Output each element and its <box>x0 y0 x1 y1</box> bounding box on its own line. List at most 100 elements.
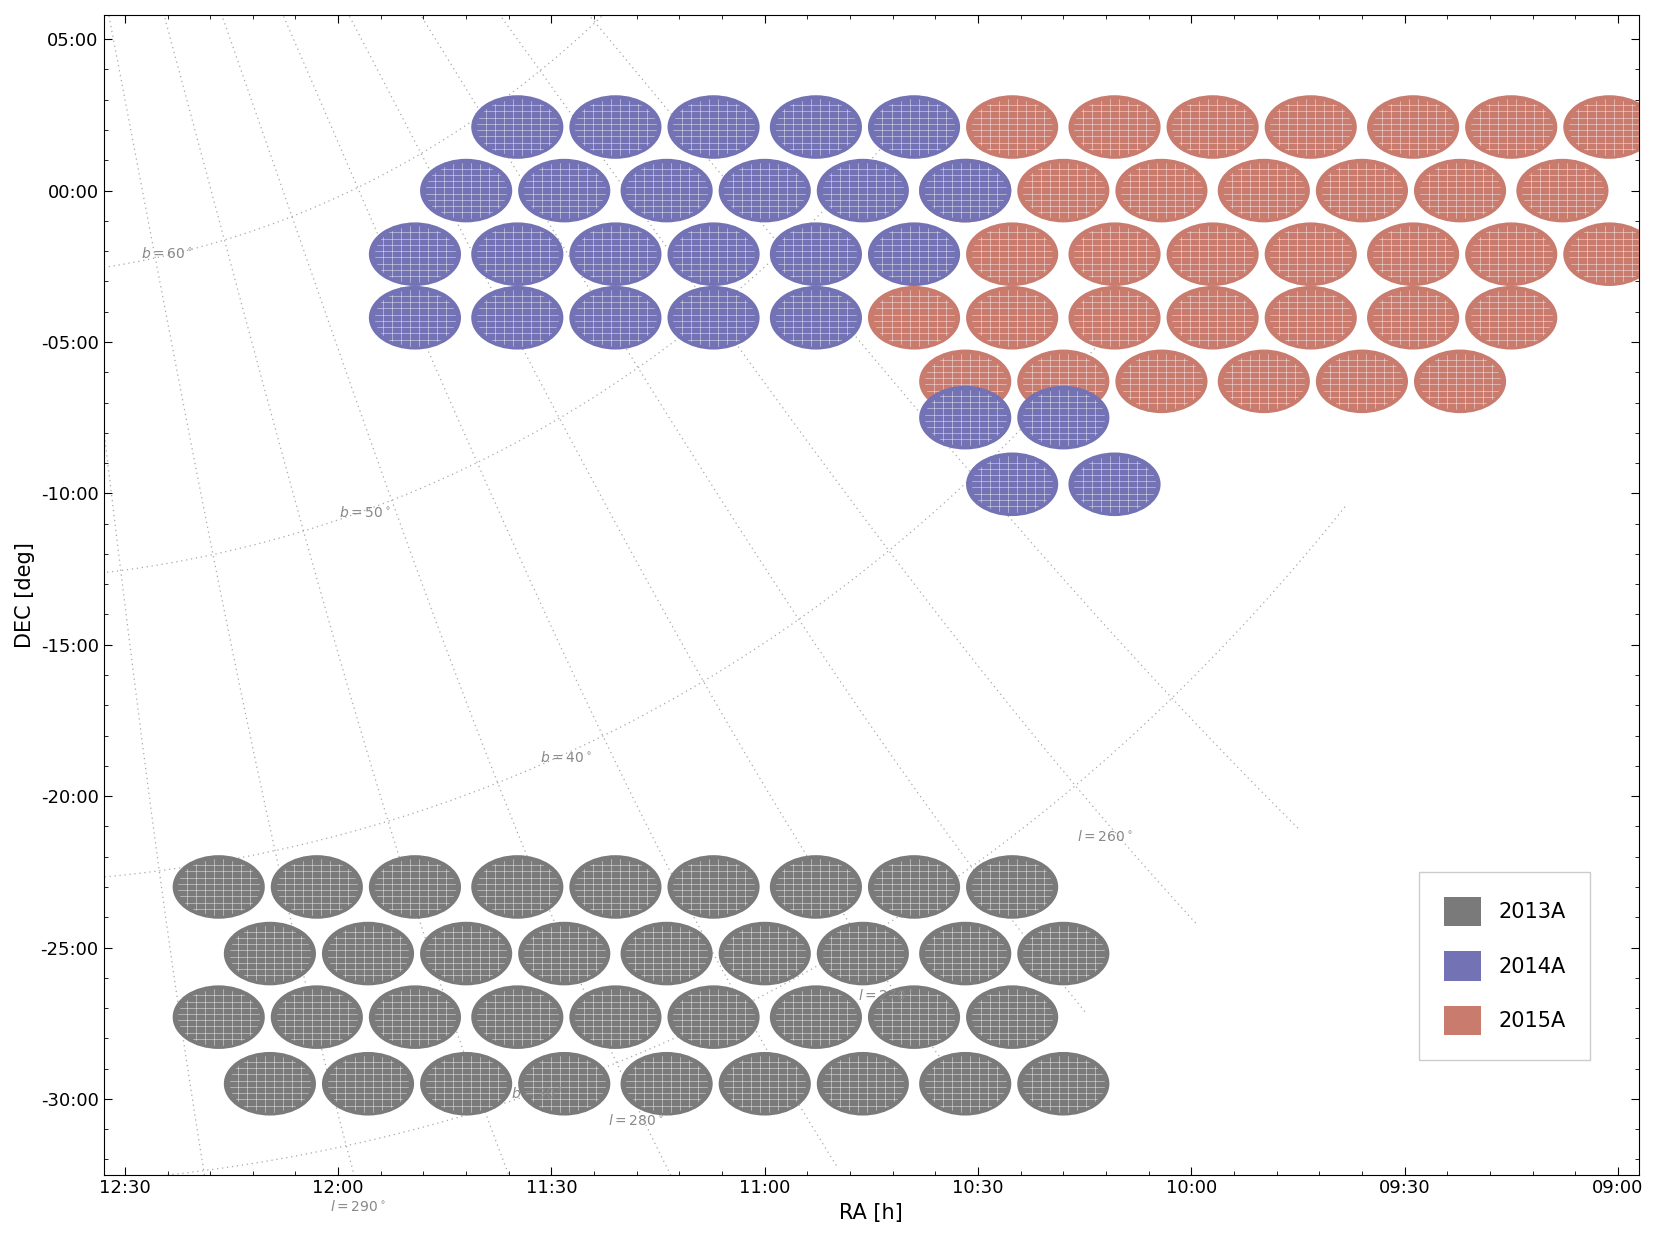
Ellipse shape <box>718 1052 811 1115</box>
Ellipse shape <box>322 1052 414 1115</box>
Ellipse shape <box>472 95 563 158</box>
Ellipse shape <box>1017 386 1110 449</box>
Ellipse shape <box>271 985 362 1049</box>
Ellipse shape <box>770 95 863 158</box>
Ellipse shape <box>816 158 909 223</box>
Ellipse shape <box>770 223 863 286</box>
Ellipse shape <box>1414 349 1506 413</box>
Ellipse shape <box>1017 349 1110 413</box>
Text: $b = 40^\circ$: $b = 40^\circ$ <box>540 750 592 765</box>
Ellipse shape <box>369 985 460 1049</box>
Ellipse shape <box>1069 286 1160 349</box>
Ellipse shape <box>1017 158 1110 223</box>
Ellipse shape <box>1265 223 1356 286</box>
Ellipse shape <box>620 158 713 223</box>
Ellipse shape <box>1115 349 1208 413</box>
Ellipse shape <box>472 855 563 919</box>
Ellipse shape <box>1167 95 1258 158</box>
Ellipse shape <box>1466 286 1557 349</box>
Ellipse shape <box>1368 223 1459 286</box>
Ellipse shape <box>1368 95 1459 158</box>
Text: $b = 30^\circ$: $b = 30^\circ$ <box>512 1086 563 1101</box>
Ellipse shape <box>668 855 760 919</box>
Ellipse shape <box>420 922 512 985</box>
Ellipse shape <box>519 922 610 985</box>
Ellipse shape <box>1218 158 1310 223</box>
Ellipse shape <box>620 922 713 985</box>
Ellipse shape <box>224 922 316 985</box>
Ellipse shape <box>1368 286 1459 349</box>
Ellipse shape <box>919 158 1010 223</box>
Ellipse shape <box>868 95 961 158</box>
Ellipse shape <box>570 95 661 158</box>
Ellipse shape <box>919 1052 1010 1115</box>
Ellipse shape <box>519 158 610 223</box>
Ellipse shape <box>718 922 811 985</box>
Text: $l = 260^\circ$: $l = 260^\circ$ <box>1077 829 1133 844</box>
Text: $b = 60^\circ$: $b = 60^\circ$ <box>141 246 193 261</box>
Ellipse shape <box>570 223 661 286</box>
Ellipse shape <box>1265 286 1356 349</box>
Ellipse shape <box>570 286 661 349</box>
Y-axis label: DEC [deg]: DEC [deg] <box>15 542 35 647</box>
Ellipse shape <box>966 95 1059 158</box>
Ellipse shape <box>770 985 863 1049</box>
Ellipse shape <box>1115 158 1208 223</box>
Ellipse shape <box>1316 349 1408 413</box>
X-axis label: RA [h]: RA [h] <box>839 1203 902 1223</box>
Ellipse shape <box>816 922 909 985</box>
Ellipse shape <box>472 985 563 1049</box>
Ellipse shape <box>1466 223 1557 286</box>
Ellipse shape <box>770 855 863 919</box>
Text: $l = 270^\circ$: $l = 270^\circ$ <box>858 988 914 1003</box>
Ellipse shape <box>868 985 961 1049</box>
Ellipse shape <box>966 985 1059 1049</box>
Ellipse shape <box>570 985 661 1049</box>
Ellipse shape <box>966 223 1059 286</box>
Ellipse shape <box>1414 158 1506 223</box>
Ellipse shape <box>1466 95 1557 158</box>
Ellipse shape <box>1069 223 1160 286</box>
Ellipse shape <box>668 286 760 349</box>
Text: $b = 50^\circ$: $b = 50^\circ$ <box>339 505 391 520</box>
Ellipse shape <box>1167 286 1258 349</box>
Ellipse shape <box>868 286 961 349</box>
Ellipse shape <box>919 386 1010 449</box>
Ellipse shape <box>1017 922 1110 985</box>
Ellipse shape <box>668 223 760 286</box>
Ellipse shape <box>966 453 1059 516</box>
Ellipse shape <box>472 223 563 286</box>
Ellipse shape <box>770 286 863 349</box>
Ellipse shape <box>919 922 1010 985</box>
Ellipse shape <box>718 158 811 223</box>
Ellipse shape <box>420 1052 512 1115</box>
Ellipse shape <box>369 286 460 349</box>
Ellipse shape <box>173 855 264 919</box>
Text: $l = 290^\circ$: $l = 290^\circ$ <box>331 1198 386 1214</box>
Ellipse shape <box>1069 453 1160 516</box>
Legend: 2013A, 2014A, 2015A: 2013A, 2014A, 2015A <box>1419 872 1591 1060</box>
Ellipse shape <box>369 223 460 286</box>
Ellipse shape <box>1516 158 1609 223</box>
Ellipse shape <box>1316 158 1408 223</box>
Ellipse shape <box>919 158 1010 223</box>
Ellipse shape <box>868 223 961 286</box>
Ellipse shape <box>668 985 760 1049</box>
Ellipse shape <box>472 286 563 349</box>
Ellipse shape <box>519 1052 610 1115</box>
Ellipse shape <box>570 855 661 919</box>
Ellipse shape <box>620 1052 713 1115</box>
Ellipse shape <box>816 1052 909 1115</box>
Ellipse shape <box>1017 1052 1110 1115</box>
Ellipse shape <box>322 922 414 985</box>
Ellipse shape <box>224 1052 316 1115</box>
Ellipse shape <box>1564 95 1655 158</box>
Ellipse shape <box>868 855 961 919</box>
Text: $l = 280^\circ$: $l = 280^\circ$ <box>608 1113 665 1129</box>
Ellipse shape <box>1069 95 1160 158</box>
Ellipse shape <box>1218 349 1310 413</box>
Ellipse shape <box>1564 223 1655 286</box>
Ellipse shape <box>668 95 760 158</box>
Ellipse shape <box>919 349 1010 413</box>
Ellipse shape <box>173 985 264 1049</box>
